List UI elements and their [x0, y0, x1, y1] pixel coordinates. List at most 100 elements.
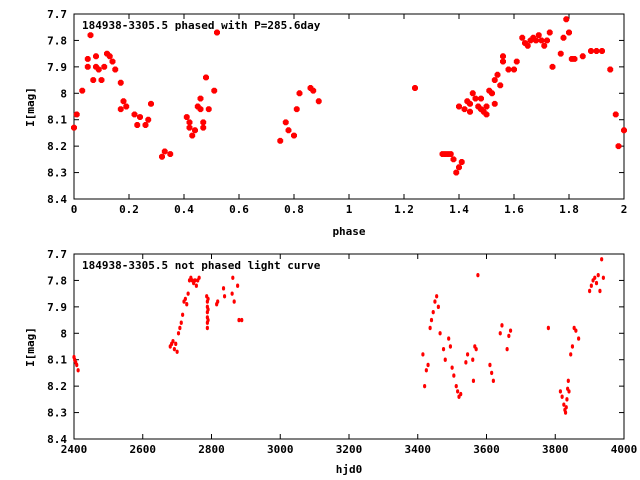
unphased-data-point [450, 365, 454, 370]
phased-data-point [566, 29, 572, 36]
phased-data-point [282, 119, 289, 126]
unphased-y-tick-label: 8.2 [47, 380, 67, 393]
phased-data-point [134, 122, 141, 128]
phased-data-point [571, 56, 578, 62]
unphased-data-point [601, 275, 605, 280]
phased-data-point [511, 66, 517, 73]
phased-data-point [519, 34, 526, 41]
phased-data-point [293, 106, 300, 113]
phased-data-point [538, 37, 545, 44]
unphased-data-point [431, 309, 435, 315]
phased-data-point [137, 114, 143, 120]
phased-data-point [296, 90, 303, 97]
unphased-data-point [176, 331, 181, 336]
unphased-x-axis-label: hjd0 [336, 463, 363, 476]
unphased-data-point [471, 378, 476, 384]
phased-data-point [546, 29, 553, 36]
phased-data-point [607, 66, 614, 73]
unphased-data-point [471, 357, 475, 362]
unphased-data-point [178, 325, 182, 331]
phased-data-point [593, 48, 600, 54]
phased-x-tick-label: 0.4 [174, 203, 194, 216]
phased-data-point [277, 137, 284, 144]
phased-data-point [87, 32, 94, 39]
unphased-data-point [577, 336, 581, 341]
unphased-data-point [194, 283, 198, 288]
phased-axis-ticks: 0 0.2 0.4 0.6 0.8 1 1.2 1.4 1.6 1.8 2 7.7 7.8 7.9 8 8.1… [47, 8, 627, 216]
phased-data-point [214, 29, 220, 36]
unphased-y-tick-label: 8.1 [47, 354, 67, 367]
phased-data-point [412, 85, 418, 91]
phased-data-point [117, 79, 124, 86]
unphased-x-tick-label: 3200 [336, 443, 363, 456]
phased-data-point [456, 103, 462, 110]
unphased-data-point [206, 307, 210, 312]
unphased-data-point [221, 286, 226, 291]
unphased-y-tick-label: 8.3 [47, 407, 67, 420]
phased-data-point [73, 111, 80, 118]
unphased-data-point [598, 288, 602, 294]
phased-x-tick-label: 1.8 [559, 203, 579, 216]
unphased-data-point [441, 346, 446, 352]
phased-data-point [478, 95, 484, 102]
unphased-data-point [222, 294, 227, 299]
unphased-data-point [564, 405, 568, 410]
unphased-data-point [428, 325, 432, 331]
phased-data-point [101, 63, 108, 70]
phased-data-point [588, 48, 594, 54]
phased-data-point [615, 143, 622, 150]
phased-data-point [491, 77, 498, 83]
unphased-x-tick-label: 3800 [542, 443, 569, 456]
phased-data-point [186, 124, 193, 131]
unphased-x-tick-label: 2600 [130, 443, 157, 456]
unphased-data-point [505, 346, 509, 352]
unphased-y-axis-label: I[mag] [24, 327, 37, 367]
phased-data-point [563, 16, 570, 23]
phased-y-tick-label: 8.2 [47, 140, 67, 153]
unphased-data-point [181, 312, 185, 317]
unphased-data-point [75, 362, 79, 368]
phased-x-tick-label: 2 [621, 203, 628, 216]
unphased-data-point [507, 333, 511, 339]
phased-data-point [541, 42, 548, 49]
unphased-data-point [596, 272, 600, 278]
phased-data-point [84, 63, 91, 70]
unphased-data-point [216, 299, 220, 304]
phased-x-tick-label: 0 [71, 203, 78, 216]
phased-data-point [458, 159, 465, 165]
phased-data-point [621, 127, 627, 134]
phased-data-point [95, 66, 102, 73]
phased-data-point [131, 111, 138, 118]
phased-y-tick-label: 7.9 [47, 61, 67, 74]
unphased-data-point [594, 280, 599, 286]
unphased-data-point [436, 304, 440, 310]
unphased-x-tick-label: 3400 [405, 443, 432, 456]
unphased-data-point [569, 352, 573, 357]
unphased-data-point [237, 317, 241, 323]
unphased-x-tick-label: 3000 [267, 443, 294, 456]
phased-data-point [186, 119, 193, 126]
phased-y-tick-label: 8.4 [47, 193, 67, 206]
phased-data-point [93, 53, 99, 60]
phased-data-point [79, 87, 86, 94]
phased-y-axis-label: I[mag] [24, 87, 37, 127]
phased-data-point [524, 42, 531, 49]
phased-data-point [549, 63, 556, 70]
unphased-data-point [423, 383, 427, 389]
phased-x-tick-label: 1 [346, 203, 353, 216]
phased-data-point [106, 53, 113, 60]
unphased-data-point [546, 325, 550, 331]
unphased-data-point [464, 360, 468, 365]
unphased-data-point [447, 336, 451, 341]
phased-data-point [192, 127, 198, 134]
unphased-axis-ticks: 2400 2600 2800 3000 3200 3400 3600 3800 4000 7.7 7… [47, 248, 637, 456]
phased-data-point [467, 100, 473, 107]
phased-data-point [557, 50, 564, 57]
unphased-x-tick-label: 4000 [611, 443, 638, 456]
unphased-data-point [179, 320, 183, 325]
phased-data-point [483, 103, 490, 110]
unphased-data-point [236, 283, 240, 288]
unphased-data-point [565, 397, 569, 402]
phased-data-point [489, 90, 495, 97]
unphased-panel: 184938-3305.5 not phased light curve hjd… [24, 248, 637, 476]
